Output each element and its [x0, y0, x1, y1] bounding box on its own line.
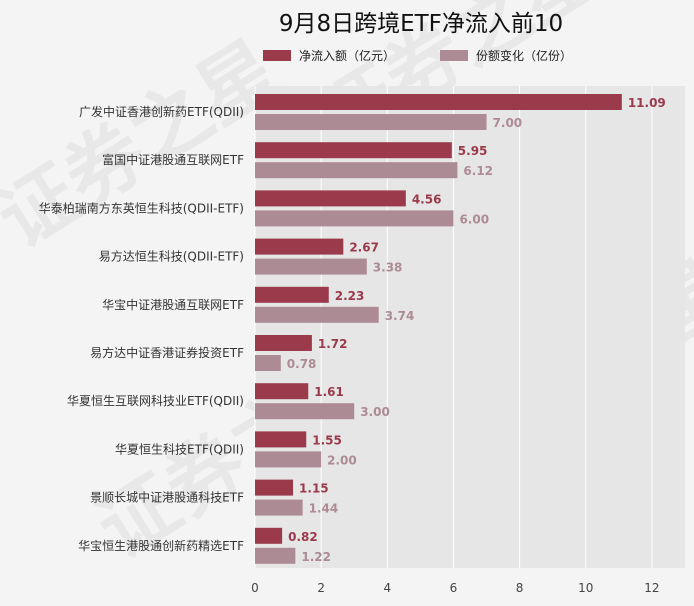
value-label-share-change: 3.00 [360, 405, 390, 419]
value-label-net-inflow: 1.61 [314, 385, 344, 399]
category-label: 易方达恒生科技(QDII-ETF) [99, 249, 244, 264]
value-label-net-inflow: 1.55 [312, 433, 342, 447]
chart-title: 9月8日跨境ETF净流入前10 [279, 11, 563, 37]
bar-share-change [255, 114, 487, 130]
value-label-share-change: 2.00 [327, 453, 357, 467]
bar-net-inflow [255, 431, 307, 448]
bar-share-change [255, 451, 322, 468]
legend-swatch-share-change [440, 50, 468, 61]
bar-net-inflow [255, 383, 309, 400]
category-label: 华宝恒生港股通创新药精选ETF [78, 538, 244, 553]
x-axis-ticks: 0 2 4 6 8 10 12 [251, 581, 659, 595]
x-tick-label: 8 [516, 581, 524, 595]
value-label-share-change: 3.74 [385, 309, 415, 323]
category-label: 富国中证港股通互联网ETF [102, 152, 244, 167]
value-label-share-change: 0.78 [287, 357, 317, 371]
bar-share-change [255, 403, 355, 420]
bar-share-change [255, 306, 379, 323]
legend-swatch-net-inflow [263, 50, 291, 61]
watermark-text: 证券之星 [0, 24, 295, 266]
category-label: 华夏恒生科技ETF(QDII) [115, 442, 244, 456]
plot-background [255, 86, 685, 568]
bar-share-change [255, 258, 367, 275]
bar-share-change [255, 210, 454, 227]
x-tick-label: 6 [450, 581, 458, 595]
value-label-net-inflow: 2.67 [349, 241, 379, 255]
legend: 净流入额（亿元） 份额变化（亿份） [263, 48, 572, 63]
bar-net-inflow [255, 286, 329, 303]
category-label: 华宝中证港股通互联网ETF [102, 297, 244, 312]
bar-share-change [255, 355, 281, 371]
value-label-net-inflow: 5.95 [458, 144, 488, 158]
category-label: 广发中证香港创新药ETF(QDII) [79, 104, 244, 119]
bar-net-inflow [255, 94, 622, 110]
x-tick-label: 2 [317, 581, 325, 595]
x-tick-label: 0 [251, 581, 259, 595]
bar-share-change [255, 547, 296, 564]
value-label-share-change: 1.22 [301, 550, 331, 564]
value-labels: 11.09 7.00 5.95 6.12 4.56 6.00 2.67 3.38 2.23 3.7… [287, 96, 666, 564]
category-labels: 广发中证香港创新药ETF(QDII) 富国中证港股通互联网ETF 华泰柏瑞南方东英恒… [39, 104, 244, 553]
value-label-net-inflow: 0.82 [288, 530, 318, 544]
value-label-share-change: 6.00 [459, 212, 489, 226]
x-tick-label: 10 [578, 581, 593, 595]
value-label-net-inflow: 1.15 [299, 482, 329, 496]
value-label-net-inflow: 2.23 [335, 289, 365, 303]
category-label: 易方达中证香港证券投资ETF [90, 345, 244, 360]
value-label-net-inflow: 1.72 [318, 337, 348, 351]
bar-share-change [255, 162, 458, 179]
bar-net-inflow [255, 238, 344, 255]
value-label-net-inflow: 4.56 [412, 192, 442, 206]
bar-share-change [255, 499, 303, 516]
value-label-share-change: 6.12 [463, 164, 493, 178]
value-label-net-inflow: 11.09 [628, 96, 666, 110]
bar-net-inflow [255, 142, 452, 159]
bar-net-inflow [255, 335, 312, 351]
bar-net-inflow [255, 190, 406, 207]
category-label: 华泰柏瑞南方东英恒生科技(QDII-ETF) [39, 200, 244, 215]
value-label-share-change: 1.44 [309, 502, 339, 516]
bars [255, 94, 622, 564]
legend-label-net-inflow: 净流入额（亿元） [299, 48, 395, 63]
x-tick-label: 12 [644, 581, 659, 595]
bar-net-inflow [255, 527, 283, 544]
category-label: 华夏恒生互联网科技业ETF(QDII) [67, 394, 244, 408]
x-tick-label: 4 [383, 581, 391, 595]
bar-net-inflow [255, 479, 294, 496]
legend-label-share-change: 份额变化（亿份） [476, 48, 572, 63]
category-label: 景顺长城中证港股通科技ETF [90, 490, 244, 505]
value-label-share-change: 7.00 [493, 116, 523, 130]
value-label-share-change: 3.38 [373, 261, 403, 275]
